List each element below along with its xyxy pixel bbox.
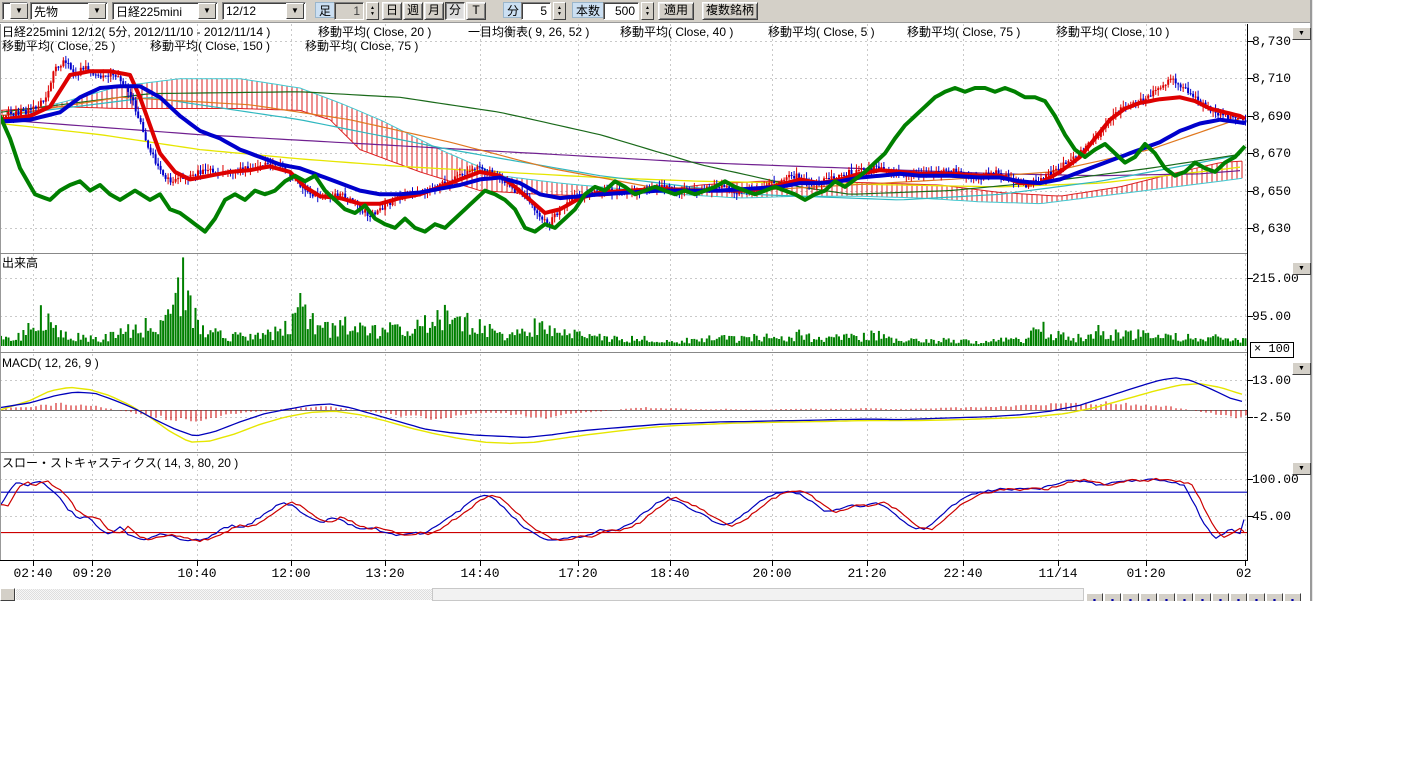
time-axis-tick-10: 22:40 (943, 566, 983, 581)
time-axis-tick-12: 01:20 (1126, 566, 1166, 581)
time-axis-tick-11: 11/14 (1038, 566, 1078, 581)
price-axis-tick-0: 8,730 (1252, 34, 1292, 49)
bottom-toolbar-button-11[interactable]: ▪ (1284, 593, 1301, 601)
macd-axis-tick-0: 13.00 (1252, 373, 1292, 388)
bottom-toolbar-button-4[interactable]: ▪ (1158, 593, 1175, 601)
instrument-type-combo[interactable]: 先物 ▼ (30, 2, 108, 20)
period-button-T[interactable]: T (466, 2, 486, 20)
legend-item-row1-4: 移動平均( Close, 5 ) (768, 25, 875, 39)
price-axis-tick-2: 8,690 (1252, 109, 1292, 124)
instrument-name-combo[interactable]: 日経225mini ▼ (112, 2, 218, 20)
time-axis-tick-1: 09:20 (72, 566, 112, 581)
bar-count-input[interactable]: 500 (603, 2, 639, 20)
macd-panel-title: MACD( 12, 26, 9 ) (2, 356, 99, 370)
bottom-toolbar-button-9[interactable]: ▪ (1248, 593, 1265, 601)
legend-item-row1-3: 移動平均( Close, 40 ) (620, 25, 734, 39)
instrument-name-value: 日経225mini (116, 4, 183, 19)
period-button-分[interactable]: 分 (445, 2, 465, 20)
interval-input[interactable]: 1 (334, 2, 364, 20)
time-axis-tick-8: 20:00 (752, 566, 792, 581)
bottom-toolbar-button-6[interactable]: ▪ (1194, 593, 1211, 601)
legend-item-row1-5: 移動平均( Close, 75 ) (907, 25, 1021, 39)
multi-symbol-button[interactable]: 複数銘柄 (702, 2, 758, 20)
period-button-月[interactable]: 月 (424, 2, 444, 20)
volume-panel-title: 出来高 (2, 256, 39, 270)
minute-input[interactable]: 5 (521, 2, 551, 20)
scrollbar-left-button[interactable] (0, 588, 15, 601)
bottom-toolbar-button-5[interactable]: ▪ (1176, 593, 1193, 601)
bottom-toolbar-button-1[interactable]: ▪ (1104, 593, 1121, 601)
bottom-toolbar-button-0[interactable]: ▪ (1086, 593, 1103, 601)
time-axis-tick-2: 10:40 (177, 566, 217, 581)
window-right-border (1310, 0, 1313, 601)
panel-scale-dropdown-2[interactable]: ▼ (1292, 362, 1311, 375)
legend-item-row1-0: 日経225mini 12/12( 5分, 2012/11/10 - 2012/1… (2, 25, 271, 39)
bar-count-label: 本数 (572, 2, 605, 18)
period-button-日[interactable]: 日 (382, 2, 402, 20)
bottom-toolbar-button-8[interactable]: ▪ (1230, 593, 1247, 601)
contract-month-combo[interactable]: 12/12 ▼ (222, 2, 306, 20)
legend-item-row1-6: 移動平均( Close, 10 ) (1056, 25, 1170, 39)
scrollbar-track[interactable] (16, 589, 432, 600)
legend-item-row1-1: 移動平均( Close, 20 ) (318, 25, 432, 39)
chart-canvas[interactable] (0, 0, 1313, 601)
legend-item-row2-0: 移動平均( Close, 25 ) (2, 39, 116, 53)
macd-axis-tick-1: -2.50 (1252, 410, 1292, 425)
legend-item-row1-2: 一目均衡表( 9, 26, 52 ) (468, 25, 590, 39)
legend-item-row2-2: 移動平均( Close, 75 ) (305, 39, 419, 53)
panel-scale-dropdown-1[interactable]: ▼ (1292, 262, 1311, 275)
panel-scale-dropdown-3[interactable]: ▼ (1292, 462, 1311, 475)
price-axis-tick-5: 8,630 (1252, 221, 1292, 236)
time-axis-tick-7: 18:40 (650, 566, 690, 581)
panel-scale-dropdown-0[interactable]: ▼ (1292, 27, 1311, 40)
chevron-down-icon[interactable]: ▼ (286, 3, 304, 19)
time-axis-tick-4: 13:20 (365, 566, 405, 581)
apply-button[interactable]: 適用 (658, 2, 694, 20)
bottom-toolbar-button-10[interactable]: ▪ (1266, 593, 1283, 601)
time-axis-tick-3: 12:00 (271, 566, 311, 581)
period-button-週[interactable]: 週 (403, 2, 423, 20)
volume-axis-tick-0: 215.00 (1252, 271, 1299, 286)
bottom-toolbar-button-7[interactable]: ▪ (1212, 593, 1229, 601)
minute-spinner[interactable]: ▲ ▼ (553, 2, 566, 20)
bottom-mini-toolbar: ▪ ▪ ▪ ▪ ▪ ▪ ▪ ▪ ▪ ▪ ▪ ▪ (1086, 593, 1302, 601)
time-axis-tick-5: 14:40 (460, 566, 500, 581)
bar-type-label: 足 (315, 2, 336, 18)
time-axis-tick-6: 17:20 (558, 566, 598, 581)
time-axis-tick-13: 02 (1236, 567, 1252, 580)
price-axis-tick-4: 8,650 (1252, 184, 1292, 199)
contract-month-value: 12/12 (226, 4, 257, 18)
price-axis-tick-3: 8,670 (1252, 146, 1292, 161)
bar-count-spinner[interactable]: ▲ ▼ (641, 2, 654, 20)
stoch-axis-tick-1: 45.00 (1252, 509, 1292, 524)
interval-spinner[interactable]: ▲ ▼ (366, 2, 379, 20)
scrollbar-thumb[interactable] (432, 588, 1084, 601)
chevron-down-icon[interactable]: ▼ (198, 3, 216, 19)
horizontal-scrollbar[interactable] (0, 588, 1084, 601)
bottom-toolbar-button-2[interactable]: ▪ (1122, 593, 1139, 601)
mini-dropdown[interactable]: ▼ (2, 2, 28, 20)
volume-multiplier-badge: × 100 (1250, 342, 1294, 358)
legend-item-row2-1: 移動平均( Close, 150 ) (150, 39, 271, 53)
instrument-type-value: 先物 (34, 4, 59, 19)
chevron-down-icon[interactable]: ▼ (10, 3, 28, 19)
price-axis-tick-1: 8,710 (1252, 71, 1292, 86)
bottom-toolbar-button-3[interactable]: ▪ (1140, 593, 1157, 601)
time-axis-tick-9: 21:20 (847, 566, 887, 581)
volume-axis-tick-1: 95.00 (1252, 309, 1292, 324)
chevron-down-icon[interactable]: ▼ (88, 3, 106, 19)
stochastics-panel-title: スロー・ストキャスティクス( 14, 3, 80, 20 ) (2, 456, 239, 470)
time-axis-tick-0: 02:40 (13, 566, 53, 581)
stoch-axis-tick-0: 100.00 (1252, 472, 1299, 487)
